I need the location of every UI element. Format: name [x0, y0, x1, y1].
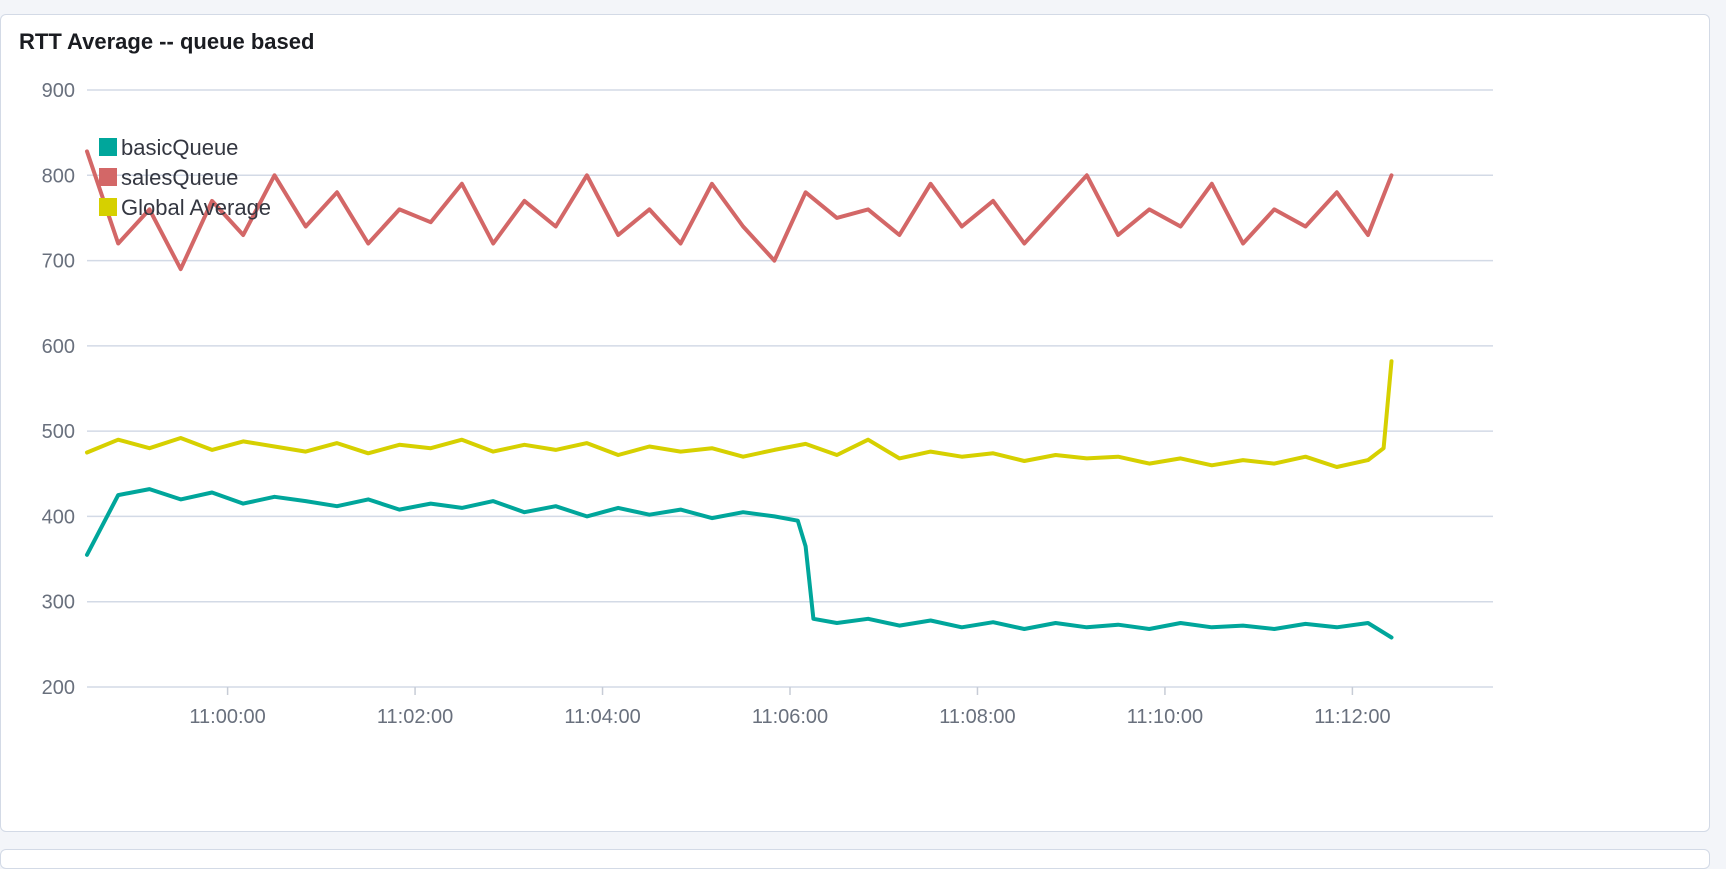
y-tick-label: 900 [42, 80, 75, 102]
y-tick-label: 800 [42, 165, 75, 187]
series-lines [85, 149, 1394, 640]
legend-swatch[interactable] [99, 198, 117, 216]
x-tick-label: 11:12:00 [1314, 706, 1390, 728]
y-tick-label: 500 [42, 421, 75, 443]
y-tick-label: 300 [42, 592, 75, 614]
y-tick-label: 200 [42, 677, 75, 699]
x-tick-label: 11:04:00 [564, 706, 640, 728]
series-line-basicqueue [85, 487, 1394, 640]
chart-panel: RTT Average -- queue based 200 300 400 500 6… [0, 14, 1710, 832]
legend-label[interactable]: salesQueue [121, 165, 238, 190]
next-panel-edge [0, 849, 1710, 869]
y-tick-label: 400 [42, 506, 75, 528]
y-tick-label: 700 [42, 251, 75, 273]
x-axis-ticks: 11:00:00 11:02:00 11:04:00 11:06:00 11:08:00… [189, 687, 1391, 728]
x-tick-label: 11:02:00 [377, 706, 453, 728]
legend-label[interactable]: Global Average [121, 195, 271, 220]
legend-swatch[interactable] [99, 138, 117, 156]
grid-lines [87, 89, 1493, 688]
legend[interactable]: basicQueue salesQueue Global Average [99, 135, 271, 220]
x-tick-label: 11:06:00 [752, 706, 828, 728]
x-tick-label: 11:00:00 [189, 706, 265, 728]
legend-label[interactable]: basicQueue [121, 135, 238, 160]
panel-title: RTT Average -- queue based [19, 29, 315, 54]
y-axis-ticks: 200 300 400 500 600 700 800 900 [42, 80, 75, 699]
x-tick-label: 11:08:00 [939, 706, 1015, 728]
legend-swatch[interactable] [99, 168, 117, 186]
x-tick-label: 11:10:00 [1127, 706, 1203, 728]
y-tick-label: 600 [42, 336, 75, 358]
rtt-line-chart: 200 300 400 500 600 700 800 900 11:00:00 11:02:0… [42, 80, 1493, 728]
series-line-salesqueue [85, 149, 1394, 272]
series-line-global-average [85, 359, 1394, 469]
